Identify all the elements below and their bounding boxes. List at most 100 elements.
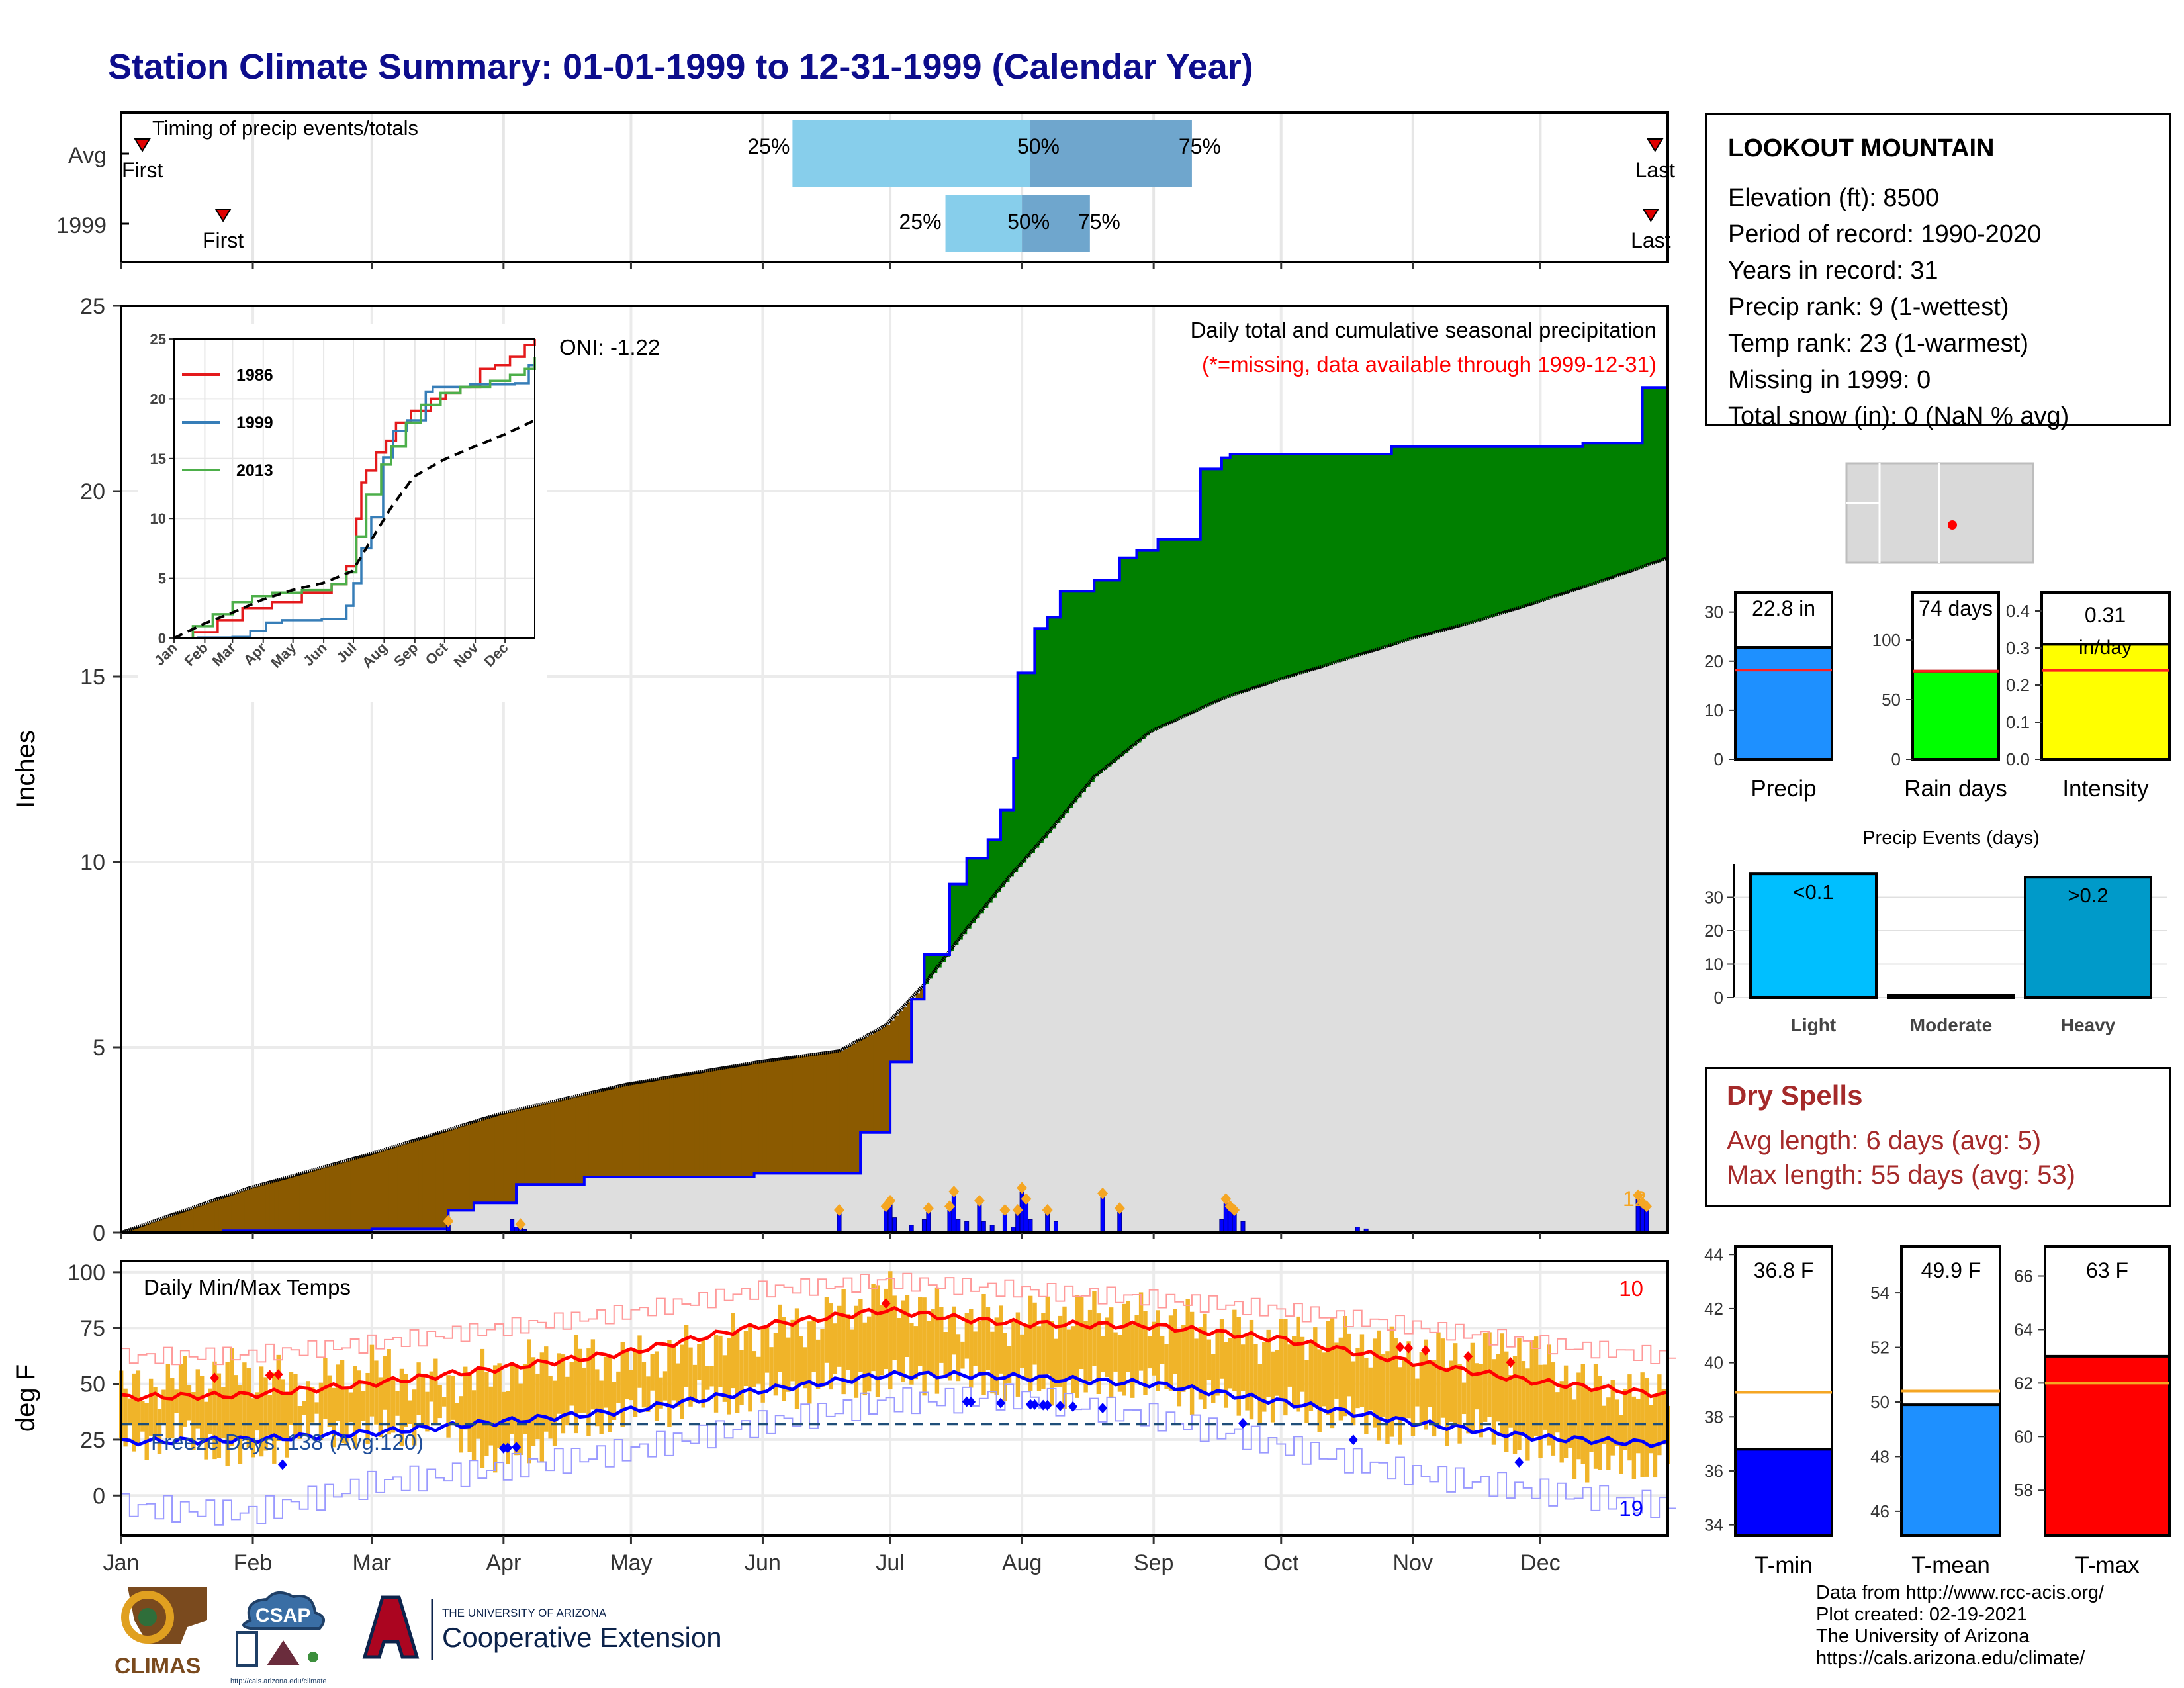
temp-daily-bar (1257, 1364, 1263, 1423)
precip-surplus-strip (1591, 443, 1596, 585)
precip-deficit-strip (720, 1068, 725, 1177)
precip-deficit-strip (380, 1150, 385, 1229)
temp-daily-bar (760, 1328, 765, 1403)
temp-daily-bar (1402, 1357, 1407, 1420)
precip-surplus-strip (1345, 454, 1350, 659)
precip-deficit-strip (193, 1207, 199, 1233)
precip-avg-line (120, 556, 1668, 1235)
temp-daily-bar (161, 1389, 166, 1423)
precip-surplus-strip (958, 884, 963, 940)
tmean-bar (1900, 1403, 2001, 1538)
temp-daily-bar (357, 1370, 361, 1431)
inset-border (173, 338, 535, 639)
precip-surplus-strip (1510, 446, 1516, 610)
temp-daily-bar (1062, 1306, 1067, 1409)
temp-daily-bar (994, 1317, 999, 1395)
temp-daily-bar (662, 1371, 668, 1401)
temp-record-high-marker (1463, 1351, 1473, 1362)
precip-ytick-label: 0 (1714, 749, 1723, 769)
temp-daily-bar (1015, 1312, 1021, 1397)
inset-line-2013 (174, 357, 536, 639)
temp-daily-bar (378, 1377, 383, 1438)
precip-deficit-strip (329, 1165, 334, 1231)
precip-surplus-strip (1514, 446, 1520, 609)
precip-surplus-strip (1578, 446, 1584, 588)
temp-daily-bar (212, 1361, 217, 1460)
timing-bar-lower-half (792, 120, 1030, 187)
temp-daily-bar (263, 1377, 268, 1451)
month-label-mar: Mar (353, 1550, 392, 1575)
precip-surplus-strip (1005, 810, 1010, 882)
temp-daily-bar (136, 1370, 141, 1444)
precip-surplus-strip (1226, 457, 1231, 698)
precip-surplus-strip (1587, 443, 1592, 586)
precip-extreme-marker (1021, 1193, 1032, 1205)
temp-panel-title: Daily Min/Max Temps (144, 1275, 351, 1299)
temp-daily-bar (815, 1339, 821, 1389)
temp-daily-bar (1351, 1361, 1356, 1426)
precip-deficit-strip (729, 1066, 734, 1177)
temp-daily-bar (1334, 1342, 1339, 1399)
precip-deficit-strip (334, 1164, 339, 1231)
precip-surplus-strip (954, 884, 959, 945)
precip-deficit-strip (822, 1053, 827, 1174)
precip-deficit-strip (388, 1148, 394, 1229)
temp-daily-bar (1232, 1309, 1237, 1391)
precip-surplus-strip (1094, 580, 1099, 777)
precip-deficit-strip (563, 1099, 568, 1185)
intensity-gauge-unit: in/day (2079, 637, 2132, 659)
tmin-ytick-label: 34 (1704, 1515, 1723, 1535)
precip-deficit-strip (707, 1070, 713, 1177)
temp-daily-bar (1177, 1332, 1182, 1407)
precip-deficit-strip (448, 1129, 453, 1211)
precip-daily-bar (947, 1209, 952, 1233)
precip-surplus-strip (924, 955, 929, 984)
temp-daily-bar (1071, 1326, 1075, 1393)
precip-deficit-strip (733, 1066, 738, 1177)
precip-deficit-strip (401, 1144, 406, 1229)
temp-daily-bar (603, 1356, 608, 1408)
precip-surplus-strip (1205, 469, 1210, 707)
precip-surplus-strip (1582, 443, 1588, 587)
temp-daily-bar (1092, 1291, 1097, 1366)
temp-daily-bar (1228, 1338, 1233, 1389)
temp-daily-bar (318, 1382, 324, 1440)
temp-daily-bar (1598, 1376, 1602, 1470)
precip-surplus-strip (1089, 591, 1095, 782)
temp-daily-bar (1504, 1351, 1509, 1452)
temp-daily-bar (148, 1378, 154, 1436)
temp-daily-bar (1436, 1332, 1441, 1427)
precip-surplus-strip (1289, 454, 1295, 677)
precip-deficit-strip (771, 1060, 776, 1174)
precip-surplus-strip (1638, 443, 1643, 569)
precip-daily-bar (1219, 1219, 1224, 1233)
precip-deficit-strip (367, 1154, 373, 1231)
temp-daily-bar (557, 1353, 561, 1414)
precip-deficit-strip (784, 1058, 789, 1174)
precip-surplus-strip (1179, 539, 1184, 719)
precip-ytick-label: 10 (80, 850, 105, 875)
precip-deficit-strip (490, 1116, 496, 1203)
temp-daily-bar (790, 1319, 795, 1382)
month-label-nov: Nov (1393, 1550, 1433, 1575)
temp-daily-bar (952, 1306, 956, 1355)
temp-daily-bar (1105, 1317, 1109, 1377)
events-ytick-label: 0 (1714, 988, 1723, 1008)
temp-daily-bar (1126, 1301, 1131, 1372)
temp-record-high-marker (1506, 1357, 1516, 1368)
temp-daily-bar (425, 1391, 430, 1432)
temp-daily-bar (1236, 1317, 1241, 1416)
temp-daily-bar (216, 1373, 222, 1458)
temp-daily-bar (1653, 1397, 1658, 1478)
temp-daily-bar (522, 1364, 527, 1434)
temp-daily-bar (1215, 1328, 1220, 1396)
events-bar-label-heavy: >0.2 (2068, 884, 2108, 907)
precip-surplus-strip (1396, 446, 1401, 643)
temp-daily-bar (1173, 1309, 1177, 1374)
precip-deficit-strip (762, 1061, 768, 1174)
precip-surplus-strip (1379, 454, 1384, 649)
precip-deficit-strip (316, 1169, 322, 1231)
precip-surplus-strip (1595, 443, 1600, 583)
tmean-ytick-label: 46 (1870, 1501, 1889, 1521)
precip-extreme-marker (1012, 1204, 1023, 1216)
